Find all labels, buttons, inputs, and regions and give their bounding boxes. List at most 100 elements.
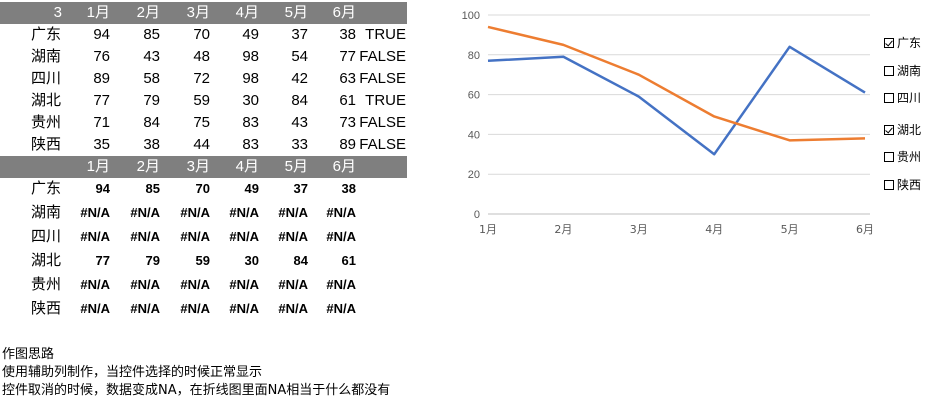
table2-cell: #N/A: [130, 277, 160, 292]
table2-cell: 70: [195, 181, 210, 196]
checkbox-unchecked-icon[interactable]: [884, 66, 894, 76]
table1-cell: 54: [291, 48, 308, 65]
table1-row-name: 广东: [31, 26, 62, 43]
table2-row-name: 陕西: [31, 300, 62, 317]
table2-header-bar: [0, 156, 407, 178]
table2-cell: 85: [145, 181, 160, 196]
note-title: 作图思路: [2, 347, 55, 362]
table2-cell: #N/A: [326, 277, 356, 292]
table1-cell: 85: [143, 26, 160, 43]
table1-cell: 58: [143, 70, 160, 87]
table1-row-name: 四川: [31, 70, 62, 87]
table2-cell: #N/A: [130, 229, 160, 244]
checkbox-unchecked-icon[interactable]: [884, 93, 894, 103]
table2-cell: #N/A: [180, 205, 210, 220]
table2-cell: #N/A: [326, 205, 356, 220]
table2-cell: #N/A: [229, 229, 259, 244]
y-tick-label: 40: [468, 129, 480, 141]
table2-cell: #N/A: [229, 205, 259, 220]
table1-cell: 38: [143, 136, 160, 153]
table1-cell: 30: [242, 92, 259, 109]
table1-cell: 59: [193, 92, 210, 109]
legend-label: 广东: [897, 36, 922, 50]
line-chart: 0 20 40 60 80 100 1月 2月 3月 4月 5月 6月: [462, 10, 874, 236]
legend-label: 陕西: [897, 178, 922, 192]
table2-cell: #N/A: [326, 229, 356, 244]
series-line-湖北: [487, 45, 866, 156]
x-tick-label: 2月: [554, 223, 572, 236]
table1-cell: 84: [143, 114, 160, 131]
table1-month-header: 3月: [186, 4, 210, 21]
table1-cell: 48: [193, 48, 210, 65]
checkbox-unchecked-icon[interactable]: [884, 180, 894, 190]
legend-label: 湖北: [897, 123, 922, 137]
checkbox-unchecked-icon[interactable]: [884, 152, 894, 162]
table1-cell: 42: [291, 70, 308, 87]
table1-cell: 77: [339, 48, 356, 65]
table2-cell: #N/A: [278, 229, 308, 244]
legend-checkbox-hubei[interactable]: 湖北: [884, 121, 921, 139]
legend-checkbox-guizhou[interactable]: 贵州: [884, 148, 921, 166]
legend-checkbox-sichuan[interactable]: 四川: [884, 89, 921, 107]
table1-month-header: 5月: [284, 4, 308, 21]
legend-label: 四川: [897, 91, 922, 105]
table2-cell: 38: [341, 181, 356, 196]
legend-label: 贵州: [897, 150, 922, 164]
legend-checkbox-guangdong[interactable]: 广东: [884, 34, 921, 52]
table2-cell: 84: [293, 253, 308, 268]
x-tick-label: 5月: [781, 223, 799, 236]
table1-month-header: 6月: [332, 4, 356, 21]
x-tick-label: 4月: [705, 223, 723, 236]
table1-cell: 44: [193, 136, 210, 153]
note-line-1: 使用辅助列制作，当控件选择的时候正常显示: [2, 365, 263, 380]
table1-cell: 77: [93, 92, 110, 109]
table1-flag: TRUE: [365, 26, 406, 43]
table2-month-header: 5月: [284, 158, 308, 175]
table1-cell: 76: [93, 48, 110, 65]
table1-cell: 84: [291, 92, 308, 109]
checkbox-checked-icon[interactable]: [884, 38, 894, 48]
table1-flag: FALSE: [359, 48, 406, 65]
table1-cell: 71: [93, 114, 110, 131]
legend-label: 湖南: [897, 64, 922, 78]
table1-month-header: 1月: [86, 4, 110, 21]
table2-cell: #N/A: [80, 205, 110, 220]
table2-cell: 79: [145, 253, 160, 268]
table1-header-bar: [0, 2, 407, 24]
y-tick-label: 100: [462, 10, 480, 22]
legend-checkbox-hunan[interactable]: 湖南: [884, 62, 921, 80]
table2-row-name: 贵州: [31, 276, 62, 293]
table1-cell: 83: [242, 136, 259, 153]
legend-checkbox-shaanxi[interactable]: 陕西: [884, 176, 921, 194]
table2-cell: #N/A: [278, 277, 308, 292]
table2-cell: 94: [95, 181, 110, 196]
table2-cell: #N/A: [130, 301, 160, 316]
table2-cell: 77: [95, 253, 110, 268]
table1-cell: 61: [339, 92, 356, 109]
table1-cell: 72: [193, 70, 210, 87]
table2-month-header: 6月: [332, 158, 356, 175]
table2-cell: 59: [195, 253, 210, 268]
table2-cell: 61: [341, 253, 356, 268]
table2-cell: #N/A: [80, 301, 110, 316]
table1-month-header: 4月: [235, 4, 259, 21]
table1-cell: 37: [291, 26, 308, 43]
table2-cell: #N/A: [180, 229, 210, 244]
table2-cell: 37: [293, 181, 308, 196]
table2-cell: #N/A: [130, 205, 160, 220]
table1-cell: 89: [339, 136, 356, 153]
table2-cell: #N/A: [278, 301, 308, 316]
table2-cell: #N/A: [278, 205, 308, 220]
y-tick-label: 60: [468, 90, 480, 102]
table1-cell: 89: [93, 70, 110, 87]
table1-cell: 43: [143, 48, 160, 65]
table2-cell: #N/A: [326, 301, 356, 316]
table2-month-header: 3月: [186, 158, 210, 175]
table2-month-header: 1月: [86, 158, 110, 175]
y-tick-label: 20: [468, 169, 480, 181]
table1-cell: 75: [193, 114, 210, 131]
y-tick-label: 80: [468, 50, 480, 62]
table1-cell: 98: [242, 48, 259, 65]
table1-cell: 83: [242, 114, 259, 131]
checkbox-checked-icon[interactable]: [884, 125, 894, 135]
